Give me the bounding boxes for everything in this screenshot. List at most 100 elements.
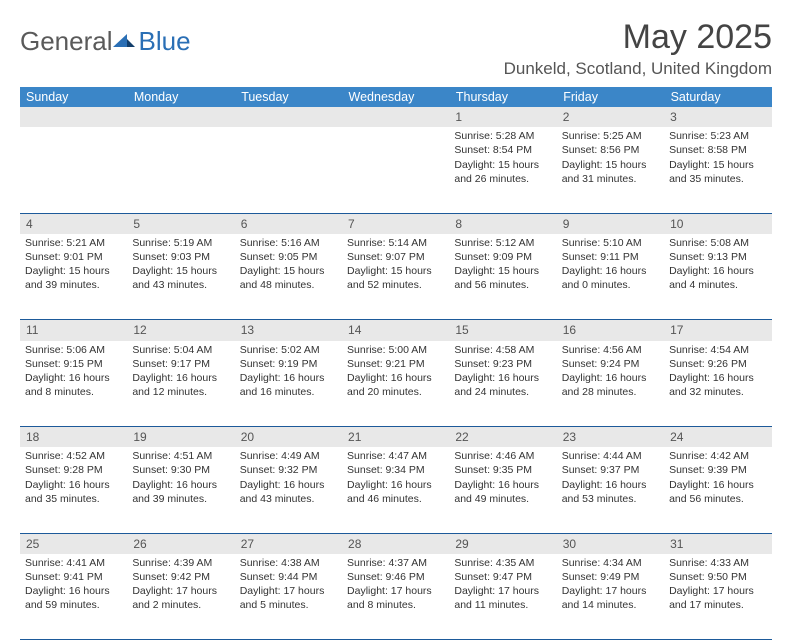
sunrise-line: Sunrise: 5:16 AM [240,236,337,250]
day-info-cell: Sunrise: 5:10 AMSunset: 9:11 PMDaylight:… [557,234,664,320]
sunrise-line: Sunrise: 5:10 AM [562,236,659,250]
sunrise-line: Sunrise: 4:49 AM [240,449,337,463]
sunset-line: Sunset: 9:39 PM [669,463,766,477]
day-info-cell: Sunrise: 4:49 AMSunset: 9:32 PMDaylight:… [235,447,342,533]
day-info-row: Sunrise: 5:28 AMSunset: 8:54 PMDaylight:… [20,127,772,213]
daylight-line: Daylight: 16 hours and 49 minutes. [454,478,551,506]
day-info-cell: Sunrise: 4:34 AMSunset: 9:49 PMDaylight:… [557,554,664,640]
sunrise-line: Sunrise: 4:38 AM [240,556,337,570]
day-info-row: Sunrise: 5:21 AMSunset: 9:01 PMDaylight:… [20,234,772,320]
sunrise-line: Sunrise: 5:28 AM [454,129,551,143]
sunset-line: Sunset: 9:26 PM [669,357,766,371]
sunset-line: Sunset: 9:35 PM [454,463,551,477]
daylight-line: Daylight: 15 hours and 43 minutes. [132,264,229,292]
sunrise-line: Sunrise: 4:54 AM [669,343,766,357]
daylight-line: Daylight: 16 hours and 20 minutes. [347,371,444,399]
day-number-cell: 23 [557,427,664,448]
sunset-line: Sunset: 9:24 PM [562,357,659,371]
weekday-header: Sunday [20,87,127,107]
day-info-row: Sunrise: 4:41 AMSunset: 9:41 PMDaylight:… [20,554,772,640]
daynum-row: 45678910 [20,213,772,234]
day-number-cell [342,107,449,127]
sunset-line: Sunset: 9:03 PM [132,250,229,264]
day-number-cell: 29 [449,533,556,554]
weekday-header: Saturday [664,87,771,107]
sunset-line: Sunset: 9:21 PM [347,357,444,371]
sunrise-line: Sunrise: 4:33 AM [669,556,766,570]
weekday-header: Wednesday [342,87,449,107]
sunrise-line: Sunrise: 4:34 AM [562,556,659,570]
daylight-line: Daylight: 16 hours and 39 minutes. [132,478,229,506]
day-info-cell: Sunrise: 5:23 AMSunset: 8:58 PMDaylight:… [664,127,771,213]
day-number-cell: 12 [127,320,234,341]
day-info-cell: Sunrise: 4:56 AMSunset: 9:24 PMDaylight:… [557,341,664,427]
day-number-cell [235,107,342,127]
sunrise-line: Sunrise: 4:52 AM [25,449,122,463]
sunrise-line: Sunrise: 4:44 AM [562,449,659,463]
day-info-cell: Sunrise: 5:19 AMSunset: 9:03 PMDaylight:… [127,234,234,320]
logo-triangle-icon [113,30,135,53]
sunrise-line: Sunrise: 5:00 AM [347,343,444,357]
daylight-line: Daylight: 15 hours and 56 minutes. [454,264,551,292]
day-number-cell: 18 [20,427,127,448]
sunset-line: Sunset: 9:34 PM [347,463,444,477]
day-number-cell: 8 [449,213,556,234]
day-number-cell: 30 [557,533,664,554]
daylight-line: Daylight: 15 hours and 26 minutes. [454,158,551,186]
day-info-cell: Sunrise: 4:42 AMSunset: 9:39 PMDaylight:… [664,447,771,533]
sunset-line: Sunset: 9:47 PM [454,570,551,584]
day-number-cell: 24 [664,427,771,448]
day-info-cell: Sunrise: 4:46 AMSunset: 9:35 PMDaylight:… [449,447,556,533]
daylight-line: Daylight: 16 hours and 8 minutes. [25,371,122,399]
day-info-cell: Sunrise: 4:33 AMSunset: 9:50 PMDaylight:… [664,554,771,640]
day-info-cell: Sunrise: 4:44 AMSunset: 9:37 PMDaylight:… [557,447,664,533]
daylight-line: Daylight: 15 hours and 31 minutes. [562,158,659,186]
day-number-cell: 16 [557,320,664,341]
day-info-cell: Sunrise: 5:21 AMSunset: 9:01 PMDaylight:… [20,234,127,320]
daylight-line: Daylight: 16 hours and 53 minutes. [562,478,659,506]
sunset-line: Sunset: 8:54 PM [454,143,551,157]
day-number-cell: 19 [127,427,234,448]
sunrise-line: Sunrise: 5:25 AM [562,129,659,143]
day-info-cell: Sunrise: 4:58 AMSunset: 9:23 PMDaylight:… [449,341,556,427]
day-number-cell: 1 [449,107,556,127]
day-info-cell: Sunrise: 4:38 AMSunset: 9:44 PMDaylight:… [235,554,342,640]
sunset-line: Sunset: 8:56 PM [562,143,659,157]
day-info-cell: Sunrise: 5:08 AMSunset: 9:13 PMDaylight:… [664,234,771,320]
sunset-line: Sunset: 9:30 PM [132,463,229,477]
day-number-cell: 7 [342,213,449,234]
logo: General Blue [20,18,191,57]
day-info-cell: Sunrise: 5:16 AMSunset: 9:05 PMDaylight:… [235,234,342,320]
month-title: May 2025 [504,18,772,57]
daylight-line: Daylight: 16 hours and 4 minutes. [669,264,766,292]
sunset-line: Sunset: 9:28 PM [25,463,122,477]
sunset-line: Sunset: 9:17 PM [132,357,229,371]
daylight-line: Daylight: 17 hours and 8 minutes. [347,584,444,612]
day-info-cell: Sunrise: 4:47 AMSunset: 9:34 PMDaylight:… [342,447,449,533]
sunrise-line: Sunrise: 5:14 AM [347,236,444,250]
sunrise-line: Sunrise: 5:06 AM [25,343,122,357]
daylight-line: Daylight: 17 hours and 11 minutes. [454,584,551,612]
daylight-line: Daylight: 15 hours and 39 minutes. [25,264,122,292]
day-number-cell: 15 [449,320,556,341]
daynum-row: 11121314151617 [20,320,772,341]
daylight-line: Daylight: 15 hours and 52 minutes. [347,264,444,292]
calendar-header: SundayMondayTuesdayWednesdayThursdayFrid… [20,87,772,107]
logo-text-blue: Blue [139,26,191,57]
day-info-cell: Sunrise: 5:06 AMSunset: 9:15 PMDaylight:… [20,341,127,427]
daylight-line: Daylight: 16 hours and 46 minutes. [347,478,444,506]
sunset-line: Sunset: 9:46 PM [347,570,444,584]
sunset-line: Sunset: 9:19 PM [240,357,337,371]
day-number-cell: 20 [235,427,342,448]
sunrise-line: Sunrise: 4:58 AM [454,343,551,357]
daylight-line: Daylight: 16 hours and 56 minutes. [669,478,766,506]
day-info-cell: Sunrise: 4:35 AMSunset: 9:47 PMDaylight:… [449,554,556,640]
day-number-cell [20,107,127,127]
day-number-cell: 31 [664,533,771,554]
daylight-line: Daylight: 17 hours and 14 minutes. [562,584,659,612]
daylight-line: Daylight: 16 hours and 35 minutes. [25,478,122,506]
day-info-cell: Sunrise: 4:54 AMSunset: 9:26 PMDaylight:… [664,341,771,427]
day-number-cell: 17 [664,320,771,341]
daynum-row: 25262728293031 [20,533,772,554]
day-info-cell: Sunrise: 5:02 AMSunset: 9:19 PMDaylight:… [235,341,342,427]
